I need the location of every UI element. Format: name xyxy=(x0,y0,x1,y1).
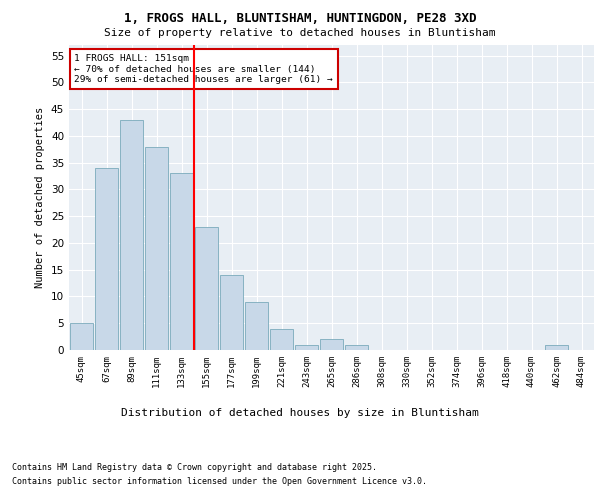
Bar xyxy=(270,328,293,350)
Bar xyxy=(295,344,318,350)
Bar xyxy=(120,120,143,350)
Bar xyxy=(195,227,218,350)
Y-axis label: Number of detached properties: Number of detached properties xyxy=(35,107,46,288)
Text: Contains public sector information licensed under the Open Government Licence v3: Contains public sector information licen… xyxy=(12,478,427,486)
Bar xyxy=(220,275,243,350)
Bar xyxy=(345,344,368,350)
Text: 1, FROGS HALL, BLUNTISHAM, HUNTINGDON, PE28 3XD: 1, FROGS HALL, BLUNTISHAM, HUNTINGDON, P… xyxy=(124,12,476,26)
Text: Contains HM Land Registry data © Crown copyright and database right 2025.: Contains HM Land Registry data © Crown c… xyxy=(12,462,377,471)
Bar xyxy=(545,344,568,350)
Bar xyxy=(320,340,343,350)
Text: Distribution of detached houses by size in Bluntisham: Distribution of detached houses by size … xyxy=(121,408,479,418)
Bar xyxy=(170,174,193,350)
Text: 1 FROGS HALL: 151sqm
← 70% of detached houses are smaller (144)
29% of semi-deta: 1 FROGS HALL: 151sqm ← 70% of detached h… xyxy=(74,54,333,84)
Bar xyxy=(245,302,268,350)
Bar xyxy=(145,146,168,350)
Bar xyxy=(70,323,93,350)
Bar xyxy=(95,168,118,350)
Text: Size of property relative to detached houses in Bluntisham: Size of property relative to detached ho… xyxy=(104,28,496,38)
